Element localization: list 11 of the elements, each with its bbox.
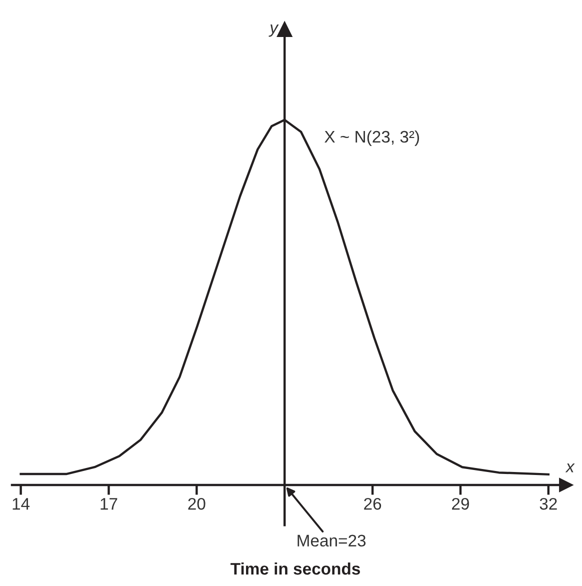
x-axis-title: Time in seconds (230, 562, 360, 575)
y-axis-title: y (268, 24, 279, 37)
x-tick-label: 17 (100, 498, 118, 510)
x-tick-label: 20 (188, 498, 206, 510)
annotation: x (565, 463, 575, 472)
annotation: X ~ N(23, 3²) (324, 130, 420, 146)
x-tick-label: 32 (540, 498, 557, 510)
annotation: Mean=23 (298, 534, 366, 547)
x-tick-label: 14 (12, 498, 30, 510)
x-tick-label: 29 (452, 498, 469, 510)
x-tick-label: 26 (364, 498, 382, 510)
